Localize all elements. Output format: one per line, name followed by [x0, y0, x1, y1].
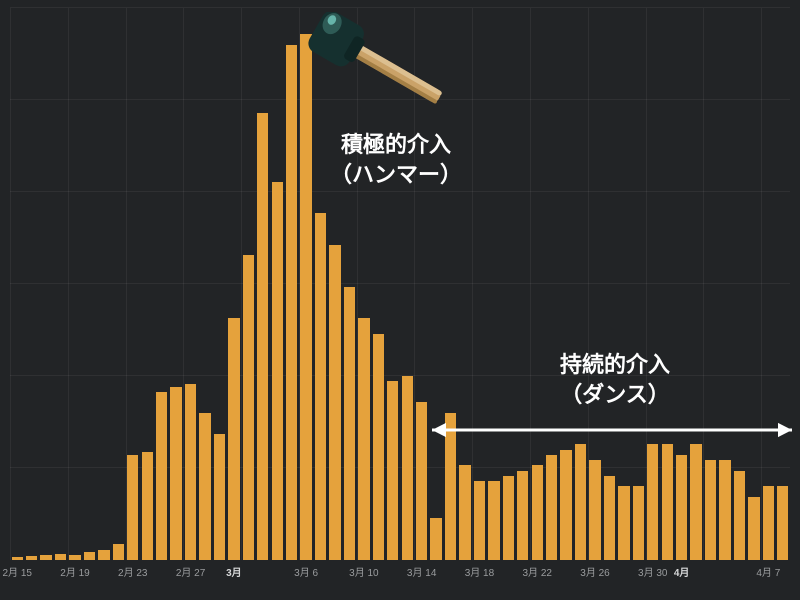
- dance-arrow: [0, 0, 800, 600]
- chart-frame: 2月 152月 192月 232月 273月3月 63月 103月 143月 1…: [0, 0, 800, 600]
